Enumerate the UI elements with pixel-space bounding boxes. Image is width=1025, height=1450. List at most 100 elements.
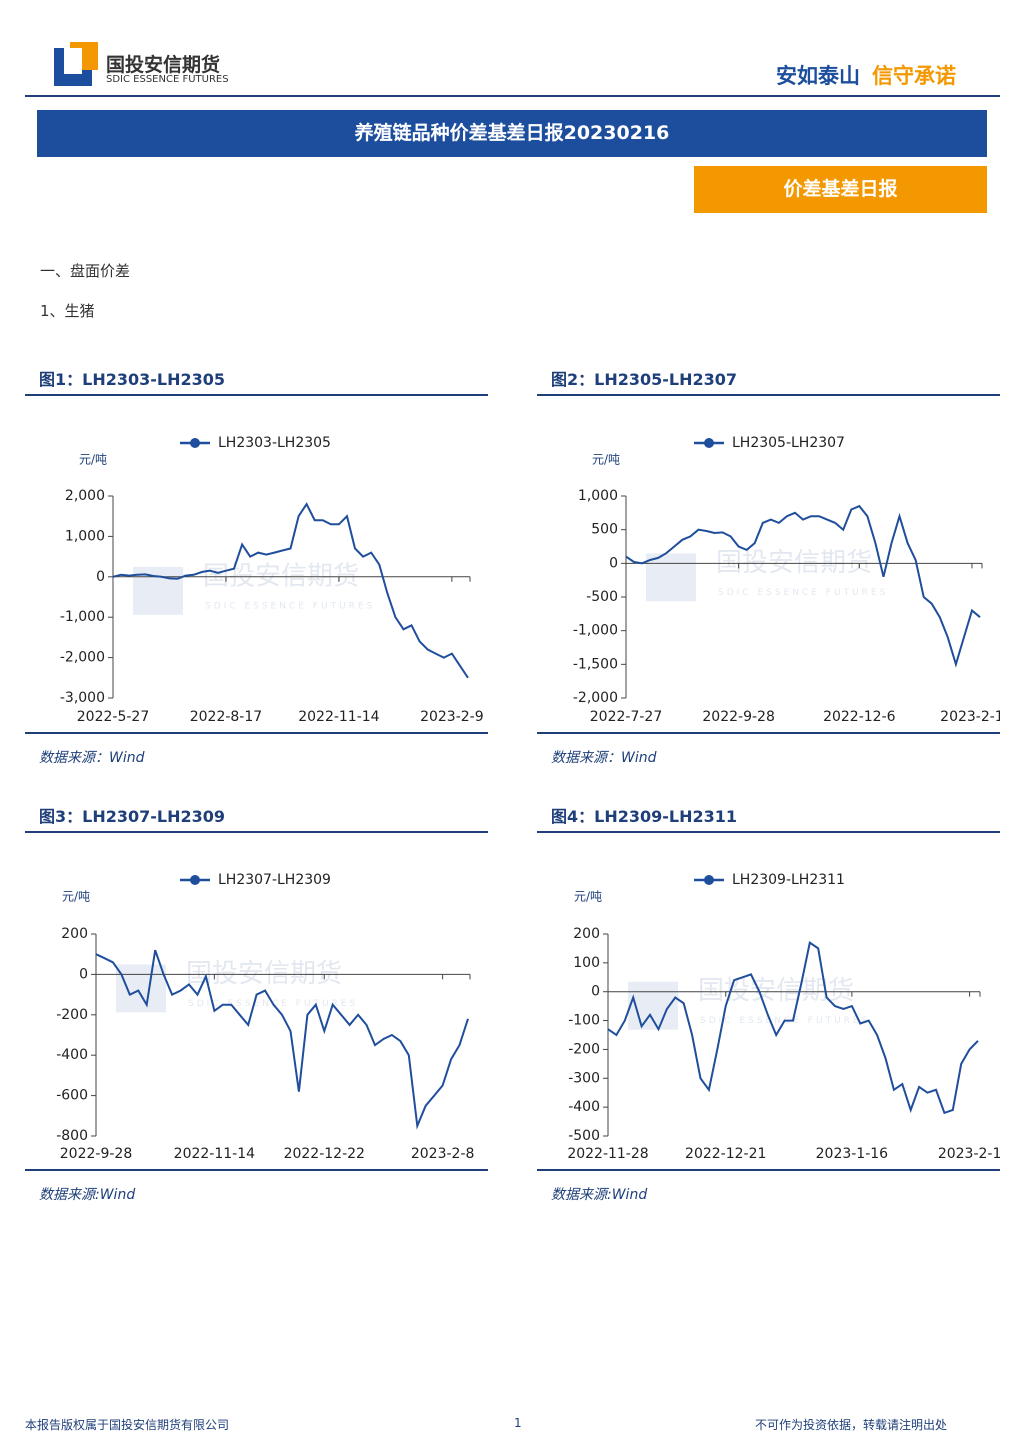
y-tick-label: 2,000 (65, 488, 105, 504)
chart-title: 图2：LH2305-LH2307 (551, 370, 738, 389)
line-series (625, 504, 981, 668)
x-tick-label: 2022-9-28 (702, 709, 774, 725)
x-tick-label: 2022-11-14 (174, 1146, 255, 1162)
y-unit: 元/吨 (79, 453, 107, 467)
y-tick-label: -400 (568, 1099, 600, 1115)
source: 数据来源:Wind (551, 1187, 648, 1203)
watermark: SDIC ESSENCE FUTURES (718, 588, 888, 598)
y-tick-label: 100 (573, 955, 600, 971)
title-rule (25, 394, 488, 396)
x-tick-label: 2023-2-8 (411, 1146, 475, 1162)
y-tick-label: -100 (568, 1013, 600, 1029)
bottom-rule (25, 732, 488, 734)
source: 数据来源：Wind (551, 750, 657, 766)
y-tick-label: -1,000 (573, 623, 618, 639)
page-number: 1 (514, 1416, 522, 1430)
chart-title: 图1：LH2303-LH2305 (39, 370, 226, 389)
watermark: SDIC ESSENCE FUTURES (188, 999, 358, 1009)
x-tick-label: 2023-2-1 (940, 709, 1000, 725)
legend-label: LH2307-LH2309 (218, 872, 331, 888)
x-tick-label: 2023-2-1 (938, 1146, 1000, 1162)
header-rule (25, 95, 1000, 97)
tag: 价差基差日报 (694, 166, 987, 213)
bottom-rule (537, 1169, 1000, 1171)
chart: 国投安信期货 SDIC ESSENCE FUTURES 2,000 1,000 0 -1,… (60, 435, 484, 725)
logo-en: SDIC ESSENCE FUTURES (106, 74, 229, 85)
legend-label: LH2303-LH2305 (218, 435, 331, 451)
line-series (112, 502, 469, 679)
title-rule (25, 831, 488, 833)
line-series (95, 949, 469, 1130)
y-tick-label: -2,000 (60, 650, 105, 666)
x-tick-label: 2023-1-16 (816, 1146, 889, 1162)
x-tick-label: 2022-12-22 (284, 1146, 365, 1162)
y-tick-label: 200 (61, 926, 88, 942)
source: 数据来源:Wind (39, 1187, 136, 1203)
x-tick-label: 2022-12-21 (685, 1146, 766, 1162)
y-tick-label: -400 (56, 1047, 88, 1063)
y-tick-label: -200 (56, 1007, 88, 1023)
y-tick-label: -500 (568, 1128, 600, 1144)
source: 数据来源：Wind (39, 750, 145, 766)
banner: 养殖链品种价差基差日报20230216 (37, 110, 987, 157)
x-tick-label: 2022-8-17 (190, 709, 262, 725)
x-tick-label: 2022-7-27 (590, 709, 662, 725)
y-tick-label: -3,000 (60, 690, 105, 706)
footer-right: 不可作为投资依据，转载请注明出处 (755, 1418, 948, 1432)
logo-icon (54, 42, 98, 86)
y-tick-label: 1,000 (578, 488, 618, 504)
y-tick-label: 0 (609, 555, 618, 571)
x-tick-label: 2022-12-6 (823, 709, 896, 725)
y-tick-label: -300 (568, 1070, 600, 1086)
y-unit: 元/吨 (574, 890, 602, 904)
legend-marker (190, 875, 200, 885)
y-tick-label: 0 (96, 569, 105, 585)
chart-title: 图4：LH2309-LH2311 (551, 807, 738, 826)
y-tick-label: 200 (573, 926, 600, 942)
x-tick-label: 2022-11-14 (298, 709, 379, 725)
y-unit: 元/吨 (62, 890, 90, 904)
title-rule (537, 394, 1000, 396)
y-tick-label: -500 (586, 589, 618, 605)
logo-cn: 国投安信期货 (106, 54, 221, 76)
y-unit: 元/吨 (592, 453, 620, 467)
footer-left: 本报告版权属于国投安信期货有限公司 (25, 1418, 230, 1432)
y-tick-label: -200 (568, 1041, 600, 1057)
line-series (607, 941, 979, 1115)
watermark: 国投安信期货 (716, 548, 872, 578)
section: 一、盘面价差 (40, 262, 131, 280)
x-tick-label: 2022-9-28 (60, 1146, 132, 1162)
legend-label: LH2309-LH2311 (732, 872, 845, 888)
chart-title: 图3：LH2307-LH2309 (39, 807, 226, 826)
y-tick-label: -2,000 (573, 690, 618, 706)
y-tick-label: 500 (591, 522, 618, 538)
watermark: 国投安信期货 (203, 561, 359, 591)
legend-marker (704, 875, 714, 885)
watermark-logo (646, 553, 696, 602)
watermark-logo (116, 964, 166, 1013)
x-tick-label: 2022-5-27 (77, 709, 149, 725)
legend-marker (190, 438, 200, 448)
bottom-rule (537, 732, 1000, 734)
y-tick-label: 0 (591, 984, 600, 1000)
bottom-rule (25, 1169, 488, 1171)
y-tick-label: -600 (56, 1088, 88, 1104)
y-tick-label: 0 (79, 966, 88, 982)
legend-marker (704, 438, 714, 448)
legend-label: LH2305-LH2307 (732, 435, 845, 451)
y-tick-label: -1,500 (573, 656, 618, 672)
x-tick-label: 2022-11-28 (567, 1146, 648, 1162)
title-rule (537, 831, 1000, 833)
x-tick-label: 2023-2-9 (420, 709, 484, 725)
y-tick-label: 1,000 (65, 528, 105, 544)
y-tick-label: -1,000 (60, 609, 105, 625)
chart: 国投安信期货 SDIC ESSENCE FUTURES 1,000 500 0 -500 -… (573, 435, 1000, 725)
slogan: 信守承诺 (872, 64, 956, 88)
y-tick-label: -800 (56, 1128, 88, 1144)
slogan: 安如泰山 (776, 64, 860, 88)
watermark: SDIC ESSENCE FUTURES (205, 601, 375, 611)
subsection: 1、生猪 (40, 302, 95, 320)
